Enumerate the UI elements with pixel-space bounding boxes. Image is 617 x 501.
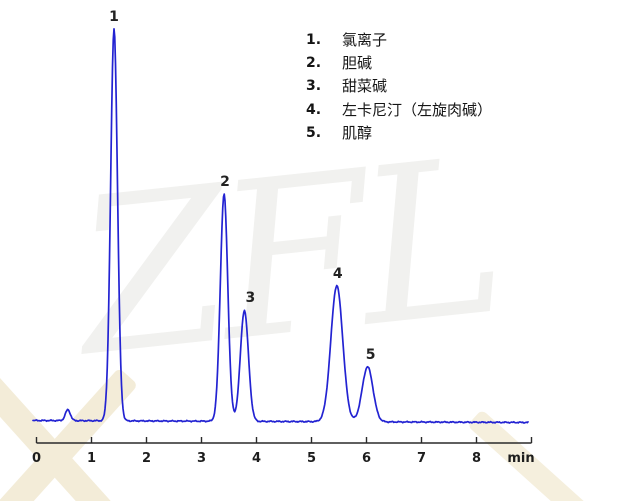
x-tick-label: 8 bbox=[471, 451, 482, 466]
legend-item-name: 肌醇 bbox=[342, 123, 373, 142]
legend-item: 3. 甜菜碱 bbox=[306, 77, 492, 100]
x-tick-label: 3 bbox=[196, 451, 207, 466]
peak-label-3: 3 bbox=[245, 290, 256, 307]
x-tick-label: 6 bbox=[361, 451, 372, 466]
legend-item-name: 氯离子 bbox=[342, 31, 388, 49]
legend-item-number: 1. bbox=[306, 32, 322, 48]
x-tick-label: 7 bbox=[416, 451, 427, 466]
peak-label-5: 5 bbox=[365, 346, 376, 363]
legend-item-number: 5. bbox=[306, 124, 322, 141]
legend-item: 4. 左卡尼汀（左旋肉碱） bbox=[306, 101, 492, 124]
legend-item-number: 2. bbox=[306, 55, 322, 72]
trace-line bbox=[32, 28, 529, 424]
x-tick-label: 0 bbox=[31, 451, 42, 466]
peak-label-1: 1 bbox=[109, 8, 119, 25]
x-tick-label: 2 bbox=[141, 451, 152, 466]
legend-item: 2. 胆碱 bbox=[306, 54, 492, 77]
legend-item-number: 3. bbox=[306, 78, 322, 95]
legend-item: 1. 氯离子 bbox=[306, 31, 492, 54]
peak-label-4: 4 bbox=[332, 265, 343, 282]
x-tick-label: 5 bbox=[306, 451, 317, 466]
x-tick-label: 1 bbox=[86, 451, 97, 466]
legend-item-number: 4. bbox=[306, 101, 322, 118]
legend-item-name: 胆碱 bbox=[342, 54, 373, 73]
legend-item-name: 甜菜碱 bbox=[342, 77, 388, 96]
legend-item-name: 左卡尼汀（左旋肉碱） bbox=[342, 100, 493, 119]
x-axis-unit-label: min bbox=[507, 451, 535, 466]
peak-label-2: 2 bbox=[220, 174, 230, 191]
legend: 1. 氯离子 2. 胆碱 3. 甜菜碱 4. 左卡尼汀（左旋肉碱） 5. 肌醇 bbox=[306, 31, 492, 147]
x-tick-label: 4 bbox=[251, 451, 262, 466]
legend-item: 5. 肌醇 bbox=[306, 124, 492, 147]
